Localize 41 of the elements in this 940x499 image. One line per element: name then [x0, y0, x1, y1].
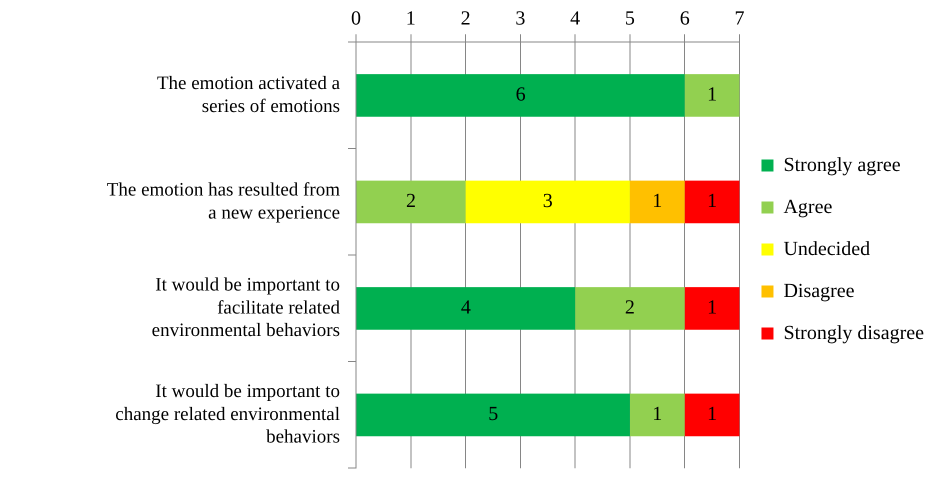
data-label: 2: [624, 296, 635, 319]
y-tick-label: The emotion activated a series of emotions: [156, 73, 341, 117]
legend-label: Undecided: [783, 238, 870, 260]
y-tick-label: The emotion has resulted from a new experience: [106, 180, 340, 224]
data-label: 4: [460, 296, 471, 319]
x-tick-label: 1: [406, 7, 416, 30]
bar: [684, 180, 740, 224]
x-tick-label: 7: [734, 7, 744, 30]
bar: [684, 74, 740, 117]
x-tick-label: 5: [624, 7, 635, 30]
x-tick-label: 4: [570, 7, 580, 30]
bar: [630, 394, 685, 436]
bar: [575, 287, 685, 330]
legend-label: Strongly agree: [783, 154, 901, 176]
legend-label: Disagree: [783, 280, 855, 302]
x-tick-label: 3: [515, 7, 526, 30]
data-label: 1: [707, 403, 718, 426]
x-tick-label: 0: [351, 7, 361, 30]
x-tick-label: 2: [460, 7, 471, 30]
data-label: 1: [707, 296, 718, 319]
x-tick-label: 6: [680, 7, 690, 30]
bar: [356, 180, 466, 224]
bar: [356, 394, 630, 436]
bar: [356, 74, 685, 117]
y-tick-label: It would be important to facilitate related environmental behaviors: [152, 274, 340, 342]
data-label: 2: [406, 190, 416, 212]
data-label: 5: [488, 403, 498, 426]
bar: [356, 287, 576, 330]
data-label: 1: [707, 84, 718, 106]
bar: [684, 287, 740, 330]
bar: [466, 180, 630, 224]
legend-label: Agree: [783, 196, 832, 218]
bar: [630, 180, 685, 224]
data-label: 1: [652, 403, 662, 426]
data-label: 1: [652, 190, 662, 212]
data-label: 3: [542, 190, 553, 212]
data-label: 1: [707, 190, 718, 212]
y-tick-label: It would be important to change related environmental behaviors: [115, 381, 340, 448]
bar: [684, 394, 740, 436]
data-label: 6: [516, 84, 526, 106]
legend-label: Strongly disagree: [783, 322, 924, 344]
